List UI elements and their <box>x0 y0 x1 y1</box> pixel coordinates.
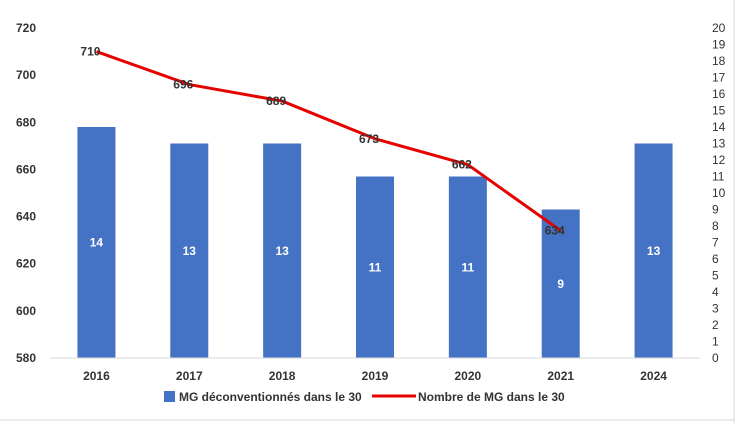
bar-data-label: 11 <box>462 260 475 274</box>
x-tick-label: 2017 <box>176 369 203 383</box>
bar <box>263 143 302 358</box>
x-tick-label: 2020 <box>455 369 482 383</box>
y-left-tick-label: 640 <box>16 210 36 224</box>
y-right-tick-label: 16 <box>712 87 726 101</box>
y-right-tick-label: 11 <box>712 170 725 184</box>
y-right-tick-label: 4 <box>712 285 719 299</box>
y-axis-left: 580 600 620 640 660 680 700 720 <box>16 21 36 365</box>
y-right-tick-label: 19 <box>712 38 726 52</box>
y-right-tick-label: 1 <box>712 335 719 349</box>
y-left-tick-label: 620 <box>16 257 36 271</box>
x-tick-label: 2018 <box>269 369 296 383</box>
y-left-tick-label: 580 <box>16 351 36 365</box>
line-data-label: 673 <box>359 132 379 146</box>
legend-swatch-bar <box>164 391 175 402</box>
y-right-tick-label: 7 <box>712 236 719 250</box>
y-right-tick-label: 10 <box>712 186 726 200</box>
y-right-tick-label: 14 <box>712 120 726 134</box>
bar-data-label: 14 <box>90 236 104 250</box>
line-path <box>95 50 562 232</box>
y-right-tick-label: 15 <box>712 104 726 118</box>
bar <box>541 209 580 358</box>
legend: MG déconventionnés dans le 30 Nombre de … <box>164 390 565 404</box>
bar-data-label: 9 <box>557 277 564 291</box>
y-right-tick-label: 9 <box>712 203 719 217</box>
x-tick-label: 2021 <box>547 369 574 383</box>
y-left-tick-label: 660 <box>16 162 36 176</box>
y-right-tick-label: 17 <box>712 71 726 85</box>
bar-data-label: 13 <box>183 244 197 258</box>
y-right-tick-label: 5 <box>712 269 719 283</box>
line-data-labels: 710 696 689 673 662 634 <box>80 45 565 238</box>
bar <box>634 143 673 358</box>
x-tick-label: 2019 <box>362 369 389 383</box>
line-data-label: 662 <box>452 158 472 172</box>
y-right-tick-label: 12 <box>712 153 726 167</box>
line-data-label: 696 <box>173 78 193 92</box>
y-left-tick-label: 700 <box>16 68 36 82</box>
bar-data-label: 13 <box>647 244 661 258</box>
bar <box>356 176 394 358</box>
y-left-tick-label: 680 <box>16 115 36 129</box>
line-data-label: 689 <box>266 94 286 108</box>
bar <box>448 176 487 358</box>
x-tick-label: 2024 <box>640 369 667 383</box>
y-left-tick-label: 720 <box>16 21 36 35</box>
y-right-tick-label: 8 <box>712 219 719 233</box>
x-axis: 2016 2017 2018 2019 2020 2021 2024 <box>50 357 700 383</box>
legend-label-line: Nombre de MG dans le 30 <box>418 390 565 404</box>
y-right-tick-label: 18 <box>712 54 726 68</box>
y-right-tick-label: 6 <box>712 252 719 266</box>
bar <box>77 127 116 358</box>
y-right-tick-label: 3 <box>712 302 719 316</box>
bar-data-label: 13 <box>275 244 289 258</box>
bar <box>170 143 209 358</box>
bar-data-label: 11 <box>369 260 382 274</box>
y-right-tick-label: 0 <box>712 351 719 365</box>
y-left-tick-label: 600 <box>16 304 36 318</box>
line-series <box>95 50 562 232</box>
legend-label-bar: MG déconventionnés dans le 30 <box>179 390 362 404</box>
bar-series <box>77 127 673 358</box>
bar-data-labels: 14 13 13 11 11 9 13 <box>90 236 661 291</box>
y-right-tick-label: 20 <box>712 21 726 35</box>
line-data-label: 634 <box>545 224 565 238</box>
line-data-label: 710 <box>80 45 100 59</box>
y-right-tick-label: 13 <box>712 137 726 151</box>
x-tick-label: 2016 <box>83 369 110 383</box>
y-right-tick-label: 2 <box>712 318 719 332</box>
